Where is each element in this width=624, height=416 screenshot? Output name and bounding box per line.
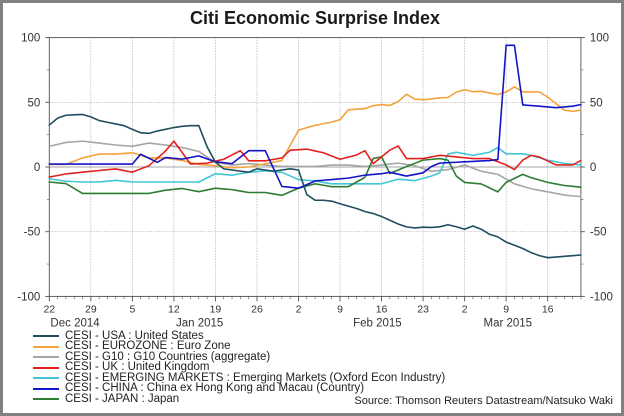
svg-text:9: 9 [337, 303, 343, 315]
svg-text:0: 0 [34, 162, 40, 174]
svg-text:Feb 2015: Feb 2015 [353, 317, 402, 329]
svg-text:16: 16 [376, 303, 388, 315]
svg-text:Mar 2015: Mar 2015 [484, 317, 533, 329]
svg-text:5: 5 [129, 303, 135, 315]
svg-text:26: 26 [251, 303, 263, 315]
svg-text:100: 100 [590, 33, 609, 45]
svg-text:23: 23 [417, 303, 429, 315]
svg-text:Jan 2015: Jan 2015 [176, 317, 223, 329]
svg-text:0: 0 [590, 162, 596, 174]
svg-text:50: 50 [590, 97, 603, 109]
svg-text:2: 2 [462, 303, 468, 315]
svg-text:50: 50 [28, 97, 41, 109]
svg-text:16: 16 [542, 303, 554, 315]
svg-text:-100: -100 [590, 291, 613, 303]
svg-text:Dec 2014: Dec 2014 [50, 317, 100, 329]
svg-text:22: 22 [43, 303, 55, 315]
svg-text:100: 100 [21, 33, 40, 45]
svg-text:-100: -100 [17, 291, 40, 303]
svg-text:2: 2 [296, 303, 302, 315]
svg-text:29: 29 [85, 303, 97, 315]
svg-text:-50: -50 [590, 227, 607, 239]
svg-text:12: 12 [168, 303, 180, 315]
svg-text:19: 19 [210, 303, 222, 315]
svg-text:-50: -50 [24, 227, 41, 239]
svg-text:9: 9 [503, 303, 509, 315]
